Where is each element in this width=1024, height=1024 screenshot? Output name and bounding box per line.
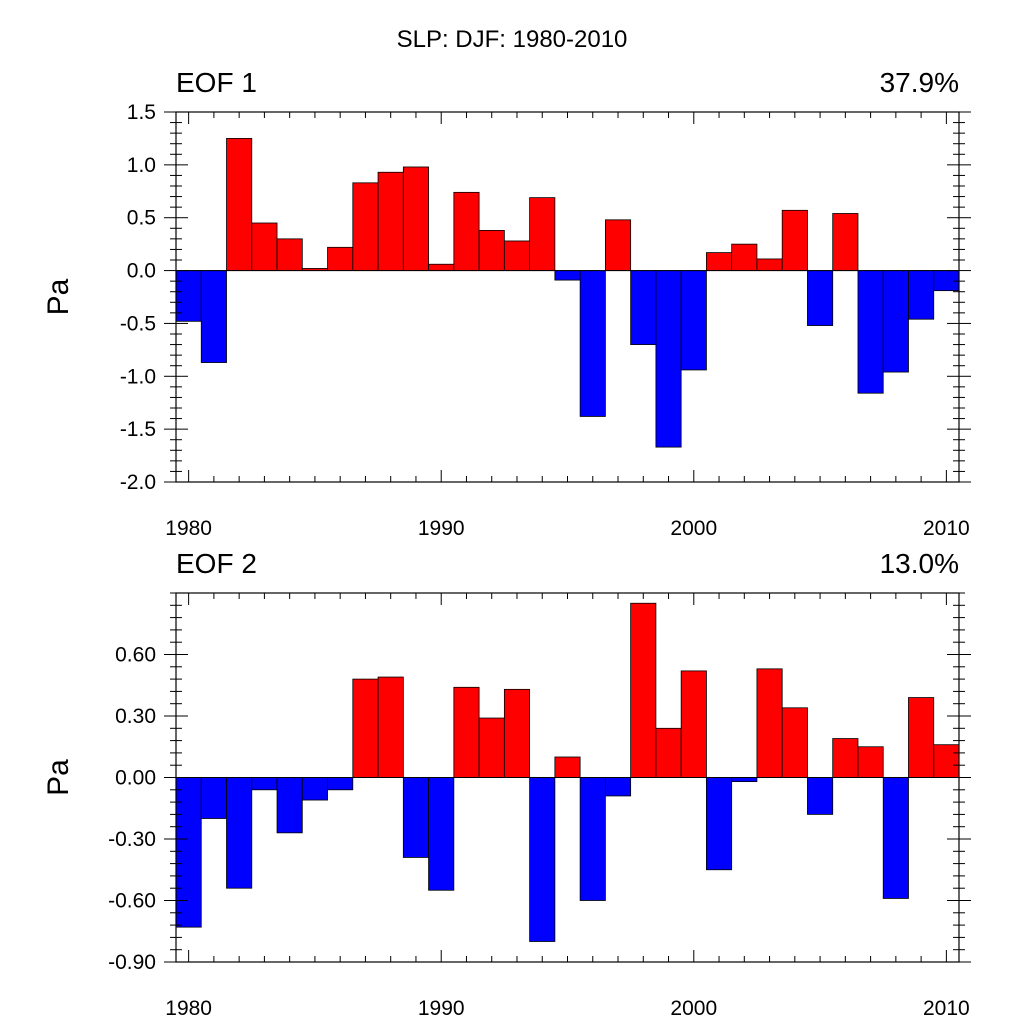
y-tick-label: -0.5	[120, 312, 156, 335]
bar-1986	[327, 246, 354, 271]
bar-1988	[377, 676, 404, 778]
chart-panel-1: 1980 1990 2000 2010 -2.0 -1.5 -1.0 -0.5 0.0 0.5 1.…	[42, 67, 971, 540]
y-tick-label: 0.0	[127, 260, 156, 283]
x-tick-label-1980: 1980	[165, 997, 212, 1020]
bar-1998	[630, 270, 657, 345]
bar-1981	[200, 270, 227, 363]
y-tick-label: 0.5	[127, 207, 156, 230]
bar-2010	[933, 744, 960, 778]
bar-2001	[706, 777, 733, 871]
bar-1984	[276, 238, 303, 271]
bar-2009	[908, 270, 935, 320]
y-tick-label: 0.00	[115, 767, 156, 790]
bar-1981	[200, 777, 227, 819]
bar-1995	[554, 270, 581, 281]
bar-1988	[377, 171, 404, 271]
bar-1993	[503, 688, 531, 778]
y-tick-label: -1.5	[120, 418, 156, 441]
chart-panel-2: 1980 1990 2000 2010 -0.90 -0.60 -0.30 0.00 0.30 0…	[42, 548, 971, 1020]
y-tick-label: -0.30	[108, 828, 156, 851]
x-tick-label-2000: 2000	[670, 517, 717, 540]
bar-1983	[251, 777, 278, 791]
panel-label: EOF 2	[176, 548, 257, 579]
bar-1991	[453, 191, 480, 271]
bar-2008	[882, 777, 909, 899]
bar-2000	[680, 670, 707, 778]
bar-1992	[478, 229, 505, 271]
bar-2004	[781, 209, 808, 271]
x-tick-label-1990: 1990	[418, 997, 465, 1020]
bar-1982	[226, 777, 253, 889]
bar-1983	[251, 222, 278, 271]
y-tick-label: 0.60	[115, 644, 156, 667]
variance-percent-label: 13.0%	[880, 548, 959, 579]
variance-percent-label: 37.9%	[880, 67, 959, 98]
bar-1992	[478, 717, 505, 778]
bar-2005	[807, 777, 834, 815]
y-tick-label: -0.90	[108, 951, 156, 974]
bar-1986	[327, 777, 354, 791]
y-tick-label: -0.60	[108, 890, 156, 913]
bar-2003	[756, 668, 783, 778]
bar-1985	[301, 777, 328, 801]
bar-1980	[175, 777, 202, 928]
bar-1990	[428, 777, 455, 891]
bar-1989	[402, 166, 429, 271]
y-tick-label: 0.30	[115, 705, 156, 728]
bar-1991	[453, 686, 480, 778]
bar-2002	[731, 243, 758, 271]
y-tick-label: -1.0	[120, 365, 156, 388]
bar-1990	[428, 263, 455, 271]
x-tick-label-2010: 2010	[923, 997, 970, 1020]
x-tick-label-1990: 1990	[418, 517, 465, 540]
bar-2005	[807, 270, 834, 326]
bar-2001	[706, 252, 733, 271]
bar-1980	[175, 270, 202, 322]
bar-1989	[402, 777, 429, 858]
figure-title: SLP: DJF: 1980-2010	[397, 26, 628, 53]
bar-2002	[731, 777, 758, 782]
bar-1987	[352, 678, 379, 778]
bar-1999	[655, 727, 682, 778]
bar-1987	[352, 182, 379, 271]
bar-1997	[604, 219, 632, 271]
bar-1997	[604, 777, 632, 797]
x-tick-label-1980: 1980	[165, 517, 212, 540]
panel-label: EOF 1	[176, 67, 257, 98]
bar-2007	[857, 270, 884, 394]
bar-1999	[655, 270, 682, 448]
bar-2006	[832, 738, 859, 778]
bar-1994	[529, 777, 556, 942]
bar-2006	[832, 213, 859, 271]
x-tick-label-2010: 2010	[923, 517, 970, 540]
bar-2000	[680, 270, 707, 371]
bar-2008	[882, 270, 909, 373]
bar-1998	[630, 602, 657, 778]
plot-frame	[175, 111, 960, 483]
bar-1994	[529, 197, 556, 271]
bar-2009	[908, 697, 935, 778]
x-tick-label-2000: 2000	[670, 997, 717, 1020]
bar-1996	[579, 777, 606, 901]
bar-2004	[781, 707, 808, 778]
bar-1982	[226, 138, 253, 271]
bar-1993	[503, 240, 531, 271]
y-axis-label: Pa	[42, 759, 75, 796]
y-tick-label: 1.5	[127, 101, 156, 124]
bar-2003	[756, 258, 783, 271]
bar-1984	[276, 777, 303, 834]
bar-2007	[857, 746, 884, 778]
bar-2010	[933, 270, 960, 292]
bar-1995	[554, 756, 581, 778]
y-tick-label: -2.0	[120, 471, 156, 494]
bar-1996	[579, 270, 606, 417]
y-tick-label: 1.0	[127, 154, 156, 177]
y-axis-label: Pa	[42, 278, 75, 315]
